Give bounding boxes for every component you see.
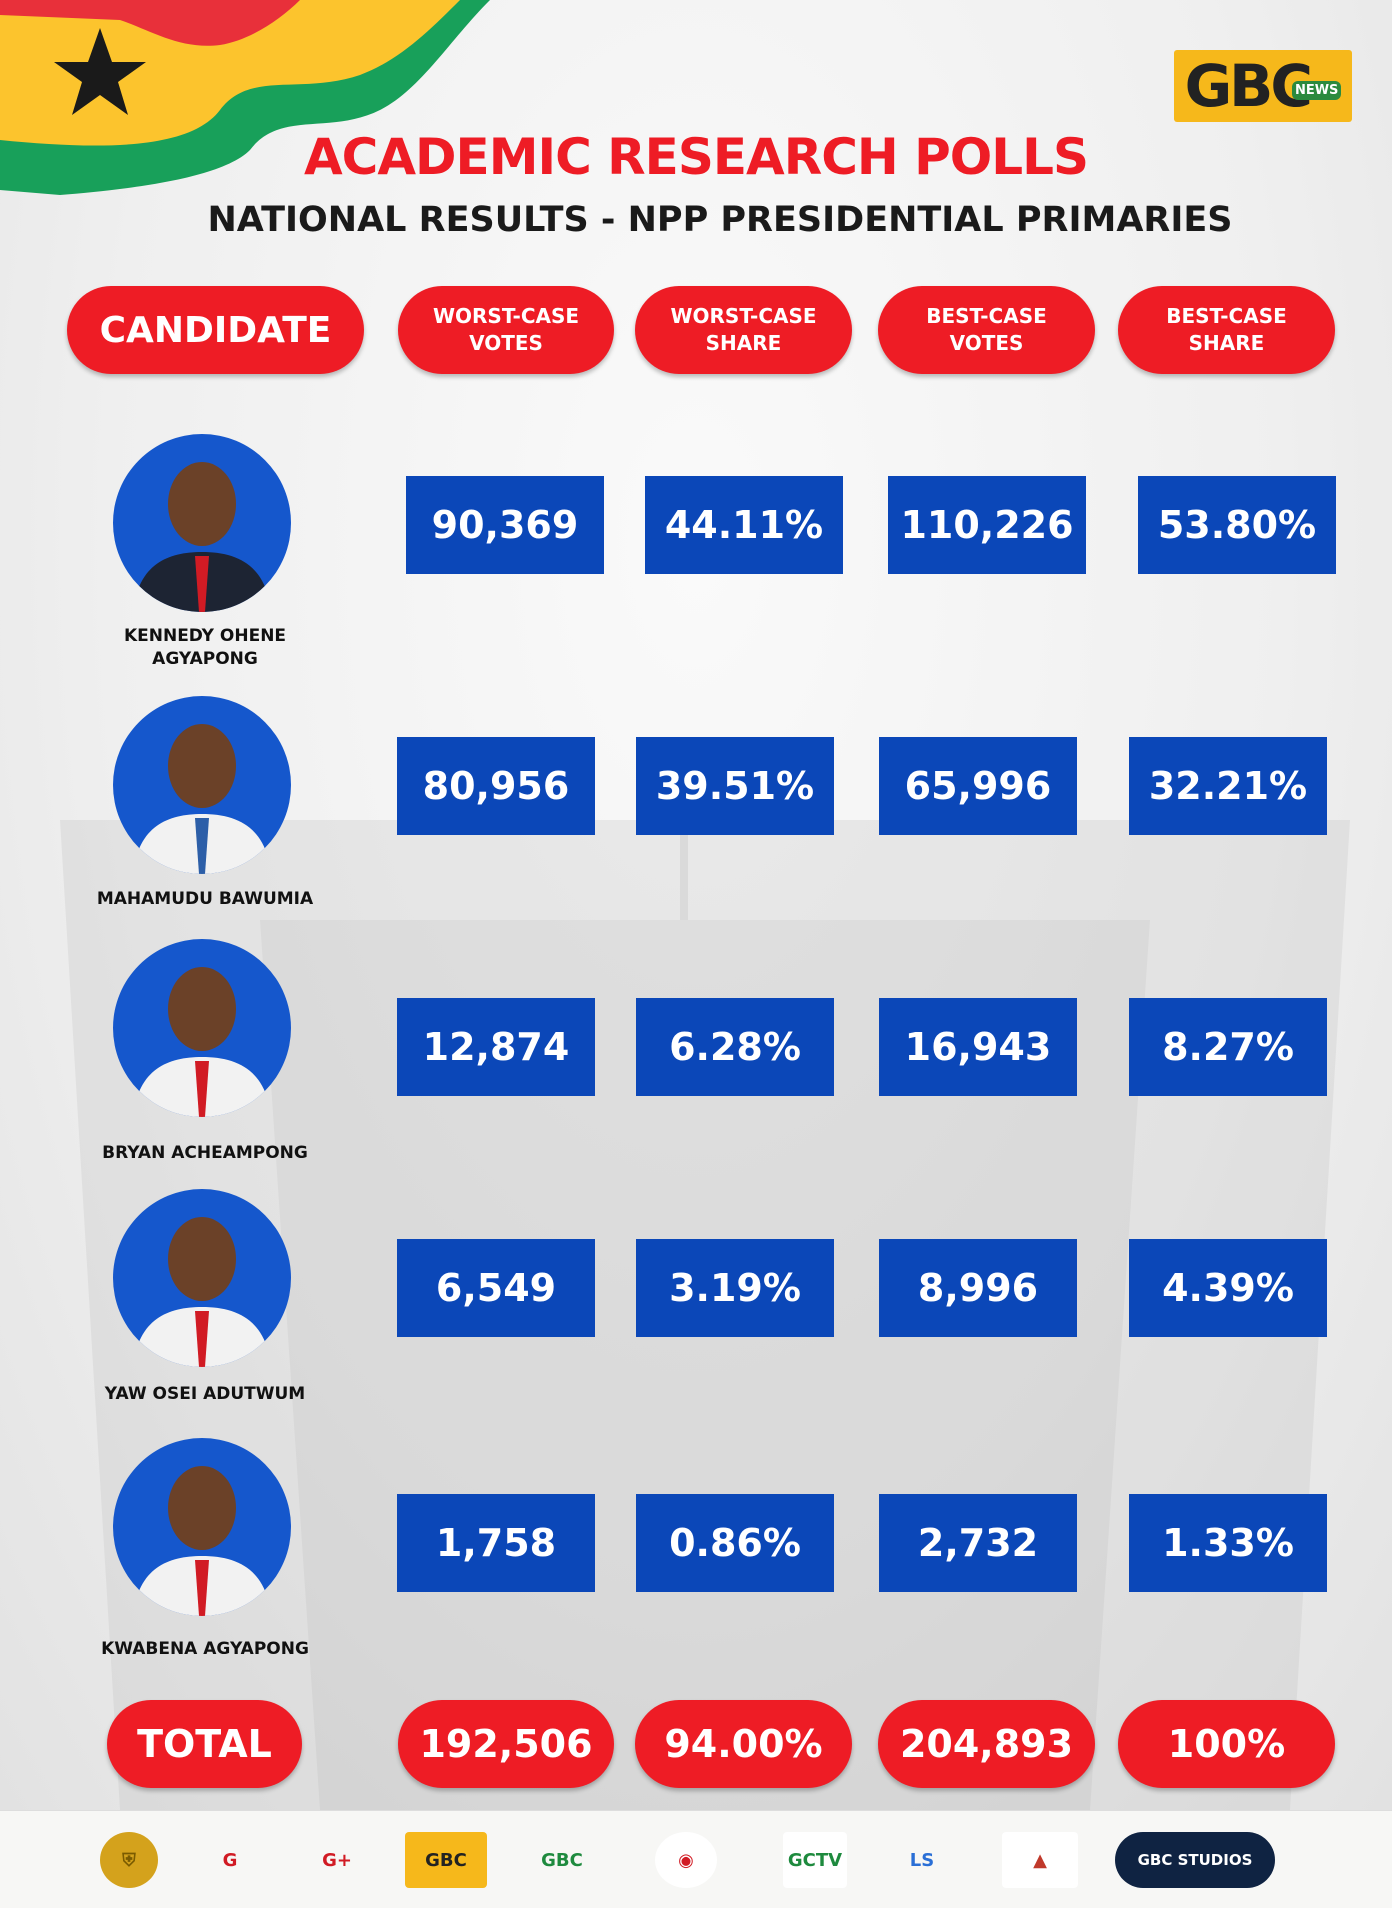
header-best-share: BEST-CASE SHARE bbox=[1118, 286, 1335, 374]
gbc-news-logo: GBC NEWS bbox=[1174, 50, 1352, 122]
candidate-photo bbox=[113, 939, 291, 1117]
header-line: BEST-CASE bbox=[926, 304, 1047, 328]
worst-share-value: 6.28% bbox=[636, 998, 834, 1096]
best-share-value: 4.39% bbox=[1129, 1239, 1327, 1337]
best-votes-value: 16,943 bbox=[879, 998, 1077, 1096]
best-votes-value: 65,996 bbox=[879, 737, 1077, 835]
candidate-name: YAW OSEI ADUTWUM bbox=[60, 1383, 350, 1406]
footer-logo-8: LS bbox=[909, 1849, 935, 1871]
candidate-name-line: KWABENA AGYAPONG bbox=[101, 1639, 309, 1659]
total-label: TOTAL bbox=[107, 1700, 302, 1788]
candidate-photo bbox=[113, 434, 291, 612]
footer-logo-7: GCTV bbox=[783, 1832, 847, 1888]
footer-logo-4: GBC bbox=[405, 1832, 487, 1888]
candidate-name: KWABENA AGYAPONG bbox=[60, 1638, 350, 1661]
worst-votes-value: 12,874 bbox=[397, 998, 595, 1096]
worst-votes-value: 1,758 bbox=[397, 1494, 595, 1592]
worst-share-value: 39.51% bbox=[636, 737, 834, 835]
worst-share-value: 44.11% bbox=[645, 476, 843, 574]
header-line: BEST-CASE bbox=[1166, 304, 1287, 328]
total-best-share: 100% bbox=[1118, 1700, 1335, 1788]
candidate-photo bbox=[113, 696, 291, 874]
footer-logo-3: G+ bbox=[322, 1849, 352, 1871]
candidate-name-line: MAHAMUDU BAWUMIA bbox=[96, 889, 314, 909]
best-votes-value: 2,732 bbox=[879, 1494, 1077, 1592]
header-line: WORST-CASE bbox=[670, 304, 817, 328]
candidate-name-line: KENNEDY OHENE bbox=[123, 626, 287, 646]
footer-logo-6: ◉ bbox=[655, 1832, 717, 1888]
worst-votes-value: 80,956 bbox=[397, 737, 595, 835]
candidate-name-line: BRYAN ACHEAMPONG bbox=[102, 1143, 308, 1163]
footer-logo-9: ▲ bbox=[1002, 1832, 1078, 1888]
header-line: WORST-CASE bbox=[432, 304, 580, 328]
best-share-value: 32.21% bbox=[1129, 737, 1327, 835]
header-worst-votes: WORST-CASE VOTES bbox=[398, 286, 614, 374]
header-best-votes: BEST-CASE VOTES bbox=[878, 286, 1095, 374]
footer-logo-10: GBC STUDIOS bbox=[1115, 1832, 1275, 1888]
page-title: ACADEMIC RESEARCH POLLS bbox=[303, 128, 1089, 186]
candidate-photo bbox=[113, 1438, 291, 1616]
ghana-flag-icon bbox=[0, 0, 490, 195]
best-votes-value: 110,226 bbox=[888, 476, 1086, 574]
candidate-name-line: AGYAPONG bbox=[152, 649, 258, 669]
footer-logo-2: G bbox=[222, 1849, 238, 1871]
worst-share-value: 3.19% bbox=[636, 1239, 834, 1337]
footer-logo-5: GBC bbox=[541, 1849, 583, 1871]
worst-share-value: 0.86% bbox=[636, 1494, 834, 1592]
best-votes-value: 8,996 bbox=[879, 1239, 1077, 1337]
candidate-photo bbox=[113, 1189, 291, 1367]
best-share-value: 8.27% bbox=[1129, 998, 1327, 1096]
header-line: SHARE bbox=[705, 331, 782, 355]
header-line: VOTES bbox=[469, 331, 543, 355]
worst-votes-value: 90,369 bbox=[406, 476, 604, 574]
candidate-name-line: YAW OSEI ADUTWUM bbox=[104, 1384, 306, 1404]
header-line: VOTES bbox=[949, 331, 1024, 355]
header-line: SHARE bbox=[1188, 331, 1265, 355]
header-worst-share: WORST-CASE SHARE bbox=[635, 286, 852, 374]
best-share-value: 1.33% bbox=[1129, 1494, 1327, 1592]
candidate-name: BRYAN ACHEAMPONG bbox=[60, 1142, 350, 1165]
header-candidate: CANDIDATE bbox=[67, 286, 364, 374]
worst-votes-value: 6,549 bbox=[397, 1239, 595, 1337]
candidate-name: KENNEDY OHENE AGYAPONG bbox=[60, 625, 350, 671]
total-worst-share: 94.00% bbox=[635, 1700, 852, 1788]
total-worst-votes: 192,506 bbox=[398, 1700, 614, 1788]
footer-logo-1: ⛨ bbox=[100, 1832, 158, 1888]
total-best-votes: 204,893 bbox=[878, 1700, 1095, 1788]
best-share-value: 53.80% bbox=[1138, 476, 1336, 574]
page-subtitle: NATIONAL RESULTS - NPP PRESIDENTIAL PRIM… bbox=[207, 200, 1233, 240]
candidate-name: MAHAMUDU BAWUMIA bbox=[60, 888, 350, 911]
